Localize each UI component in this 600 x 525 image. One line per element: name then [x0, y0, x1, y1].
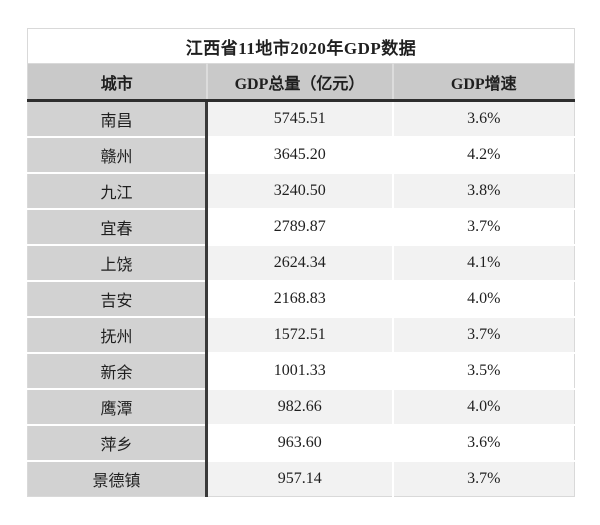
- column-header-gdp-growth: GDP增速: [391, 63, 575, 102]
- table-row: 鹰潭 982.66 4.0%: [27, 387, 575, 425]
- gdp-growth-cell: 3.7%: [391, 207, 575, 245]
- gdp-growth-cell: 3.7%: [391, 459, 575, 497]
- table-row: 景德镇 957.14 3.7%: [27, 459, 575, 497]
- gdp-growth-cell: 4.0%: [391, 279, 575, 317]
- table-row: 吉安 2168.83 4.0%: [27, 279, 575, 317]
- gdp-total-cell: 1572.51: [206, 315, 393, 353]
- gdp-growth-cell: 3.8%: [391, 171, 575, 209]
- gdp-total-cell: 2789.87: [206, 207, 393, 245]
- gdp-growth-cell: 3.5%: [391, 351, 575, 389]
- gdp-growth-cell: 3.6%: [391, 99, 575, 137]
- table-row: 赣州 3645.20 4.2%: [27, 135, 575, 173]
- gdp-total-cell: 2624.34: [206, 243, 393, 281]
- table-row: 宜春 2789.87 3.7%: [27, 207, 575, 245]
- gdp-data-table: 江西省11地市2020年GDP数据 城市 GDP总量（亿元） GDP增速 南昌 …: [26, 28, 576, 497]
- gdp-total-cell: 2168.83: [206, 279, 393, 317]
- gdp-growth-cell: 3.6%: [391, 423, 575, 461]
- city-cell: 新余: [27, 351, 208, 389]
- column-header-city: 城市: [27, 63, 207, 102]
- city-cell: 赣州: [27, 135, 208, 173]
- city-cell: 南昌: [27, 99, 208, 137]
- table-header-row: 城市 GDP总量（亿元） GDP增速: [27, 63, 575, 102]
- gdp-growth-cell: 4.1%: [391, 243, 575, 281]
- table-row: 抚州 1572.51 3.7%: [27, 315, 575, 353]
- city-cell: 宜春: [27, 207, 208, 245]
- gdp-total-cell: 963.60: [206, 423, 393, 461]
- city-cell: 上饶: [27, 243, 208, 281]
- gdp-total-cell: 1001.33: [206, 351, 393, 389]
- city-cell: 九江: [27, 171, 208, 209]
- gdp-total-cell: 3645.20: [206, 135, 393, 173]
- gdp-total-cell: 957.14: [206, 459, 393, 497]
- table-row: 南昌 5745.51 3.6%: [27, 99, 575, 137]
- gdp-growth-cell: 3.7%: [391, 315, 575, 353]
- city-cell: 抚州: [27, 315, 208, 353]
- city-cell: 景德镇: [27, 459, 208, 497]
- table-title: 江西省11地市2020年GDP数据: [26, 28, 576, 64]
- city-cell: 萍乡: [27, 423, 208, 461]
- table-row: 上饶 2624.34 4.1%: [27, 243, 575, 281]
- gdp-total-cell: 3240.50: [206, 171, 393, 209]
- table-row: 新余 1001.33 3.5%: [27, 351, 575, 389]
- gdp-total-cell: 982.66: [206, 387, 393, 425]
- city-cell: 吉安: [27, 279, 208, 317]
- gdp-growth-cell: 4.2%: [391, 135, 575, 173]
- gdp-growth-cell: 4.0%: [391, 387, 575, 425]
- column-header-gdp-total: GDP总量（亿元）: [205, 63, 393, 102]
- gdp-total-cell: 5745.51: [206, 99, 393, 137]
- table-row: 九江 3240.50 3.8%: [27, 171, 575, 209]
- table-title-row: 江西省11地市2020年GDP数据: [26, 28, 576, 64]
- table-row: 萍乡 963.60 3.6%: [27, 423, 575, 461]
- city-cell: 鹰潭: [27, 387, 208, 425]
